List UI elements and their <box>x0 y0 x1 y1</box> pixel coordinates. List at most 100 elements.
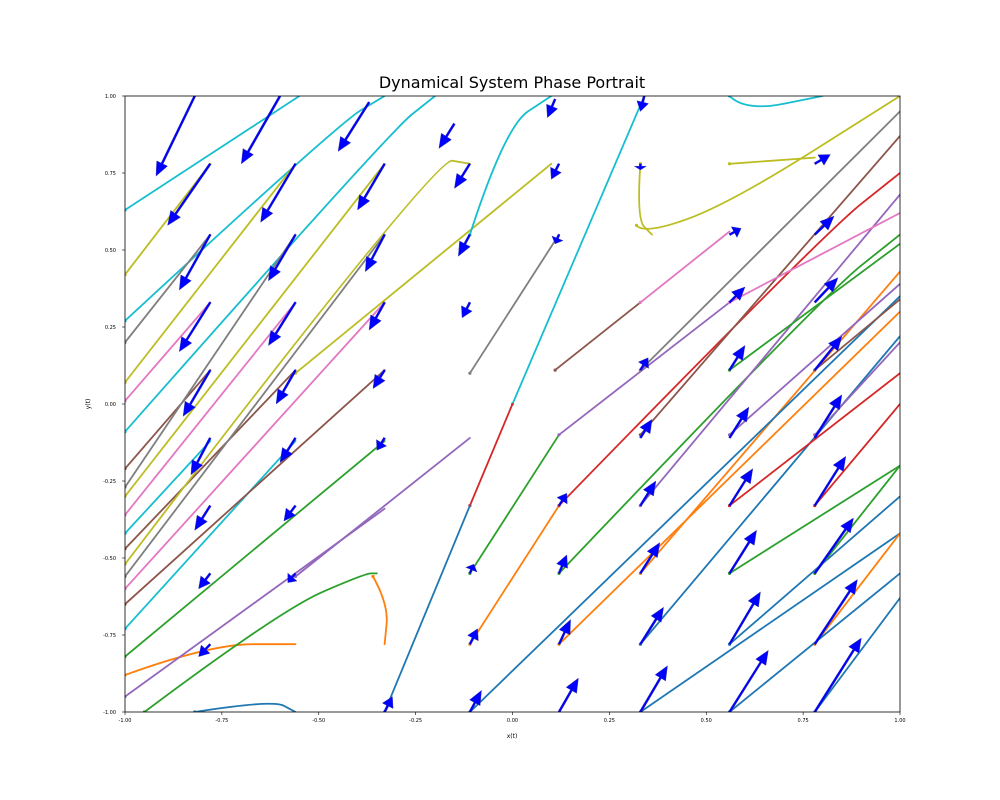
vector-field-arrow <box>639 606 664 646</box>
vector-field-arrow <box>813 277 839 304</box>
trajectory-line <box>728 242 900 371</box>
trajectory-line <box>469 504 560 646</box>
vector-field-arrow <box>368 301 386 331</box>
trajectory-line <box>728 495 900 646</box>
vector-field-arrow <box>813 394 843 439</box>
trajectory-line <box>813 403 900 507</box>
vector-field-arrow <box>636 96 649 112</box>
vector-field-arrow <box>813 455 847 507</box>
vector-field-arrow <box>382 696 394 712</box>
vector-field-arrow <box>639 542 661 575</box>
vector-field-arrow <box>275 369 297 405</box>
vector-field-arrow <box>550 163 562 180</box>
y-tick-label: 0.00 <box>105 402 116 408</box>
vector-field-arrow <box>179 301 212 353</box>
trajectory-start-point <box>727 162 732 166</box>
vector-field-arrow <box>556 493 568 507</box>
trajectory-line <box>125 159 471 566</box>
vector-field-arrow <box>467 628 479 645</box>
vector-field-arrow <box>728 468 754 507</box>
trajectory-line <box>639 335 900 646</box>
y-tick-label: -0.50 <box>103 556 116 562</box>
trajectory-line <box>511 96 646 405</box>
trajectory-line <box>125 643 297 676</box>
y-axis-label: y(t) <box>85 399 92 410</box>
vector-field-arrow <box>337 101 371 152</box>
trajectory-line <box>125 162 297 384</box>
trajectory-line <box>638 162 653 236</box>
trajectory-start-point <box>634 223 639 227</box>
vector-field-arrow <box>179 233 212 291</box>
vector-field-arrow <box>438 122 456 149</box>
trajectory-line <box>372 575 388 646</box>
vector-field-arrow <box>357 162 386 211</box>
trajectory-line <box>728 464 900 575</box>
trajectory-line <box>728 212 900 304</box>
vector-field-arrow <box>365 233 386 273</box>
vector-field-arrow <box>167 162 212 226</box>
vector-field-arrow <box>283 504 297 522</box>
y-tick-label: 0.25 <box>105 325 116 331</box>
x-tick-label: -0.25 <box>409 718 422 724</box>
trajectory-line <box>125 369 386 606</box>
trajectory-line <box>125 301 212 402</box>
y-tick-label: 1.00 <box>105 94 116 100</box>
trajectory-line <box>469 295 900 712</box>
trajectory-line <box>813 298 900 371</box>
vector-field-arrow <box>728 591 761 646</box>
trajectory-line <box>469 96 553 236</box>
vector-field-arrow <box>728 406 750 439</box>
vector-field-arrow <box>728 345 746 371</box>
vector-field-arrow <box>287 572 298 583</box>
vector-field-arrow <box>639 480 657 507</box>
vector-field-arrow <box>551 233 564 245</box>
vector-field-arrow <box>372 369 386 390</box>
vector-field-arrow <box>639 665 668 712</box>
x-tick-label: 1.00 <box>894 718 905 724</box>
trajectory-layer <box>125 96 900 712</box>
vector-field-arrow <box>376 437 388 451</box>
trajectory-line <box>125 440 386 658</box>
vector-field-arrow <box>813 154 831 166</box>
trajectory-line <box>558 310 900 646</box>
chart-title: Dynamical System Phase Portrait <box>379 73 645 92</box>
vector-field-arrow <box>241 96 282 165</box>
vector-field-arrow <box>461 301 473 319</box>
x-tick-label: -0.50 <box>312 718 325 724</box>
trajectory-line <box>125 233 297 489</box>
trajectory-line <box>635 96 900 230</box>
vector-field-arrow <box>268 233 297 282</box>
trajectory-line <box>193 702 297 712</box>
vector-field-arrow <box>465 563 478 575</box>
trajectory-line <box>639 193 900 507</box>
trajectory-line <box>558 172 900 507</box>
y-tick-label: 0.75 <box>105 171 116 177</box>
trajectory-line <box>558 301 731 436</box>
vector-field-arrow <box>728 649 769 712</box>
vector-field-arrow <box>279 437 297 463</box>
vector-field-arrow <box>728 529 757 575</box>
trajectory-line <box>813 532 900 646</box>
trajectory-line <box>469 403 514 507</box>
y-tick-label: -1.00 <box>103 710 116 716</box>
trajectory-line <box>125 301 297 516</box>
trajectory-start-point <box>553 368 557 372</box>
trajectory-line <box>639 532 900 712</box>
vector-field-arrow <box>639 418 653 439</box>
vector-field-arrow <box>556 554 568 575</box>
trajectory-line <box>728 156 816 165</box>
vector-field-arrow <box>728 226 742 238</box>
x-tick-label: 0.00 <box>507 718 518 724</box>
y-axis-ticks: -1.00 -0.75 -0.50 -0.25 0.00 0.25 0.50 0.75 1.00 <box>103 94 125 716</box>
vector-field-arrow <box>194 504 212 531</box>
trajectory-line <box>728 372 900 507</box>
vector-field-arrow <box>190 437 212 476</box>
vector-field-arrow <box>813 517 854 575</box>
trajectory-start-point <box>371 574 375 579</box>
trajectory-line <box>125 162 386 498</box>
trajectory-line <box>125 233 212 344</box>
vector-field-arrow <box>813 637 862 712</box>
trajectory-line <box>728 96 824 108</box>
x-tick-label: 0.75 <box>798 718 809 724</box>
